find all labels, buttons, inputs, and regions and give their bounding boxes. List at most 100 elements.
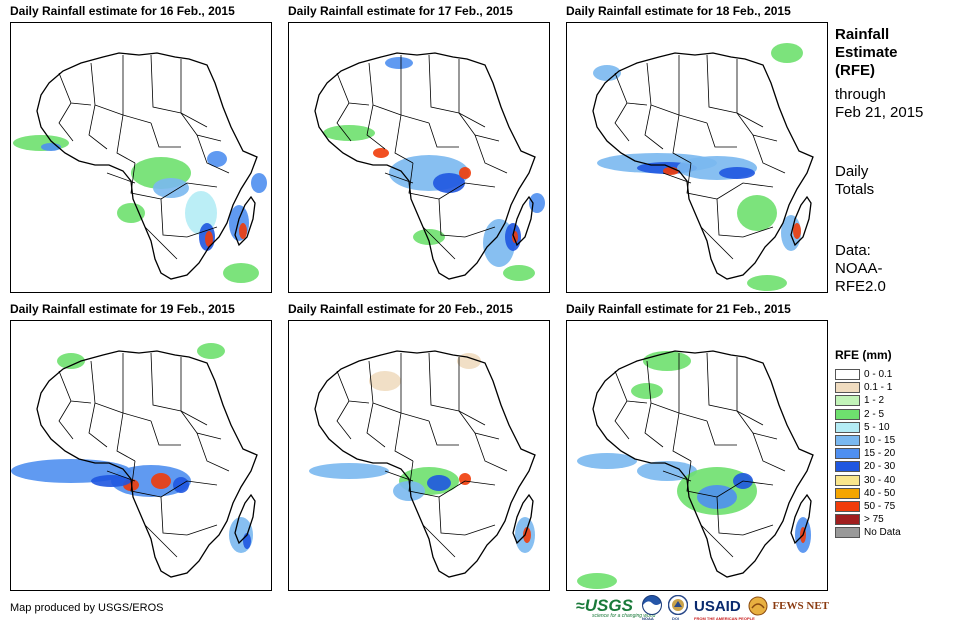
legend-swatch (835, 408, 860, 420)
country-border (336, 102, 352, 142)
country-border (106, 172, 136, 184)
rainfall-area (593, 65, 621, 81)
legend-row: No Data (835, 526, 955, 539)
country-border (716, 198, 744, 238)
legend-row: > 75 (835, 513, 955, 526)
madagascar-coastline (512, 195, 534, 247)
legend-swatch (835, 527, 860, 539)
rainfall-area (369, 371, 401, 391)
country-border (614, 400, 630, 440)
rainfall-area (205, 231, 213, 247)
country-border (438, 480, 496, 498)
country-border (458, 112, 500, 142)
country-border (686, 162, 718, 200)
country-border (150, 420, 181, 446)
legend-row: 15 - 20 (835, 447, 955, 460)
rainfall-area (91, 475, 131, 487)
usgs-logo: ≈USGS science for a changing world (576, 596, 656, 619)
country-border (644, 402, 664, 448)
rainfall-area (309, 463, 389, 479)
country-border (474, 134, 508, 174)
fewsnet-logo: FEWS NET (748, 596, 829, 616)
rainfall-area (523, 527, 531, 543)
country-border (706, 352, 738, 412)
country-border (672, 114, 692, 164)
fewsnet-emblem (748, 596, 768, 616)
legend-label: 10 - 15 (864, 435, 896, 447)
country-border (678, 55, 708, 124)
legend-row: 5 - 10 (835, 421, 955, 434)
country-border (742, 226, 774, 238)
rainfall-area (529, 193, 545, 213)
legend-row: 40 - 50 (835, 487, 955, 500)
map-frame (10, 22, 272, 293)
country-border (150, 122, 181, 148)
madagascar-coastline (790, 493, 812, 545)
legend-row: 50 - 75 (835, 500, 955, 513)
country-border (394, 412, 414, 462)
country-border (384, 470, 414, 482)
madagascar-coastline (234, 195, 256, 247)
madagascar-coastline (512, 493, 534, 545)
country-border (150, 352, 182, 412)
doi-emblem (667, 594, 689, 616)
totals-line: Totals (835, 181, 875, 198)
rainfall-layer (323, 57, 545, 281)
rainfall-area (117, 203, 145, 223)
country-border (366, 402, 386, 448)
legend-label: 15 - 20 (864, 448, 896, 460)
country-border (58, 102, 74, 142)
rainfall-area (631, 383, 663, 399)
noaa-logo: NOAA (642, 595, 662, 621)
panel-title: Daily Rainfall estimate for 18 Feb., 201… (566, 4, 791, 18)
country-border (90, 62, 124, 116)
map-frame (288, 22, 550, 293)
country-border (144, 226, 178, 260)
through-date: Feb 21, 2015 (835, 104, 924, 121)
data-source-line: Data: (835, 242, 871, 259)
country-border (716, 496, 744, 536)
rainfall-area (577, 453, 637, 469)
country-border (160, 198, 188, 238)
country-border (408, 460, 440, 498)
country-border (752, 134, 786, 174)
legend-label: 1 - 2 (864, 395, 885, 407)
legend-label: 2 - 5 (864, 408, 885, 420)
legend-swatch (835, 382, 860, 394)
legend-swatch (835, 461, 860, 473)
rainfall-area (151, 473, 171, 489)
country-border (662, 172, 692, 184)
country-border (458, 59, 486, 128)
usaid-logo: USAID FROM THE AMERICAN PEOPLE (694, 598, 755, 621)
totals-line: Daily (835, 163, 869, 180)
legend-swatch (835, 435, 860, 447)
country-border (700, 226, 734, 260)
legend-label: 50 - 75 (864, 500, 896, 512)
country-border (196, 432, 230, 472)
country-border (428, 352, 460, 412)
legend-row: 0 - 0.1 (835, 368, 955, 381)
country-border (394, 114, 414, 164)
rainfall-area (719, 167, 755, 179)
map-frame (566, 22, 828, 293)
country-border (150, 54, 182, 114)
rainfall-area (373, 148, 389, 158)
country-border (458, 410, 500, 440)
africa-coastline (592, 52, 814, 280)
rainfall-area (577, 573, 617, 589)
rainfall-layer (593, 43, 803, 291)
country-border (130, 162, 162, 200)
country-border (464, 226, 496, 238)
legend-label: 5 - 10 (864, 421, 890, 433)
rainfall-layer (11, 343, 253, 553)
country-border (106, 470, 136, 482)
rainfall-area (223, 263, 259, 283)
country-border (706, 420, 737, 446)
legend-swatch (835, 474, 860, 486)
sidebar-through: through Feb 21, 2015 (835, 86, 923, 122)
legend-label: 40 - 50 (864, 487, 896, 499)
country-border (736, 410, 778, 440)
country-border (672, 412, 692, 462)
rainfall-area (251, 173, 267, 193)
country-border (336, 400, 352, 440)
